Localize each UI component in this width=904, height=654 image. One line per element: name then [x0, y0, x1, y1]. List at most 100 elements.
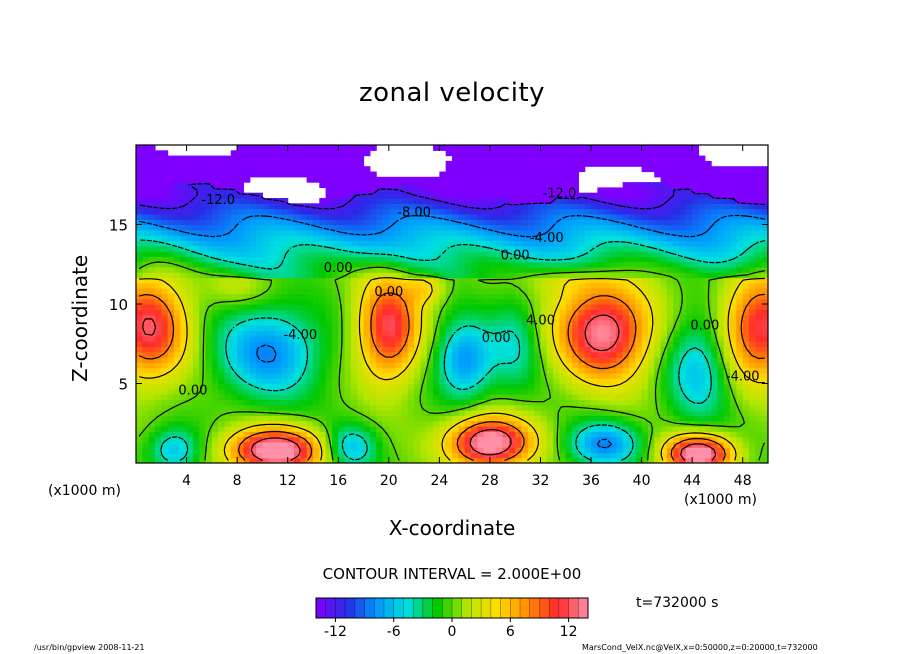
field-cell: [546, 203, 554, 210]
field-cell: [256, 330, 263, 337]
field-cell: [489, 346, 497, 353]
field-cell: [654, 314, 662, 321]
field-cell: [205, 240, 213, 247]
field-cell: [218, 341, 226, 347]
field-cell: [635, 388, 643, 395]
field-cell: [205, 367, 213, 374]
field-cell: [376, 399, 384, 406]
field-cell: [673, 235, 681, 241]
field-cell: [597, 229, 605, 236]
field-cell: [344, 251, 352, 257]
field-cell: [376, 240, 384, 247]
field-cell: [369, 240, 377, 247]
field-cell: [186, 404, 194, 411]
field-cell: [704, 272, 712, 279]
field-cell: [502, 277, 510, 284]
field-cell: [559, 362, 567, 369]
field-cell: [167, 288, 175, 294]
field-cell: [736, 441, 744, 448]
field-cell: [749, 293, 756, 300]
field-cell: [508, 330, 516, 337]
field-cell: [382, 441, 390, 448]
field-cell: [534, 341, 542, 347]
field-cell: [331, 245, 339, 252]
field-cell: [584, 277, 592, 284]
field-cell: [755, 399, 763, 406]
field-cell: [660, 298, 668, 305]
field-cell: [306, 208, 314, 215]
field-cell: [211, 457, 219, 463]
field-cell: [249, 425, 257, 432]
field-cell: [268, 372, 276, 379]
field-cell: [679, 346, 687, 353]
field-cell: [268, 346, 276, 353]
field-cell: [433, 367, 440, 374]
field-cell: [300, 383, 308, 390]
field-cell: [262, 309, 270, 316]
field-cell: [736, 341, 744, 347]
field-cell: [407, 314, 415, 321]
field-cell: [369, 224, 377, 231]
field-cell: [730, 415, 737, 422]
field-cell: [211, 441, 219, 448]
field-cell: [540, 383, 548, 390]
field-cell: [685, 378, 693, 385]
field-cell: [136, 240, 143, 247]
field-cell: [628, 335, 636, 342]
field-cell: [540, 261, 548, 268]
field-cell: [275, 309, 282, 316]
field-cell: [388, 431, 396, 438]
field-cell: [698, 441, 706, 448]
field-cell: [610, 415, 617, 422]
field-cell: [584, 378, 592, 385]
field-cell: [679, 282, 687, 289]
field-cell: [281, 251, 289, 257]
field-cell: [414, 447, 421, 453]
field-cell: [572, 362, 579, 369]
field-cell: [660, 420, 668, 427]
field-cell: [470, 251, 478, 257]
field-cell: [148, 346, 156, 353]
field-cell: [527, 251, 535, 257]
field-cell: [331, 378, 339, 385]
field-cell: [685, 304, 693, 310]
field-cell: [553, 383, 561, 390]
field-cell: [470, 240, 478, 247]
field-cell: [749, 335, 756, 342]
field-cell: [154, 367, 162, 374]
field-cell: [464, 219, 472, 226]
field-cell: [192, 251, 200, 257]
field-cell: [211, 198, 219, 204]
field-cell: [154, 420, 162, 427]
field-cell: [452, 229, 459, 236]
field-cell: [287, 272, 295, 279]
field-cell: [736, 378, 744, 385]
field-cell: [407, 367, 415, 374]
field-cell: [401, 388, 409, 395]
field-cell: [167, 351, 175, 358]
field-cell: [388, 394, 396, 400]
field-cell: [344, 447, 352, 453]
field-cell: [224, 277, 232, 284]
field-cell: [357, 330, 365, 337]
field-cell: [572, 441, 579, 448]
field-cell: [357, 420, 365, 427]
field-cell: [136, 372, 143, 379]
field-cell: [458, 314, 466, 321]
field-cell: [262, 325, 270, 332]
field-cell: [666, 378, 674, 385]
field-cell: [483, 325, 491, 332]
field-cell: [616, 441, 624, 448]
field-cell: [325, 415, 333, 422]
field-cell: [230, 351, 238, 358]
field-cell: [407, 457, 415, 463]
field-cell: [395, 251, 403, 257]
field-cell: [407, 245, 415, 252]
field-cell: [654, 240, 662, 247]
field-cell: [173, 394, 181, 400]
field-cell: [300, 415, 308, 422]
field-cell: [312, 330, 320, 337]
field-cell: [167, 325, 175, 332]
field-cell: [319, 203, 327, 210]
field-cell: [357, 198, 365, 204]
